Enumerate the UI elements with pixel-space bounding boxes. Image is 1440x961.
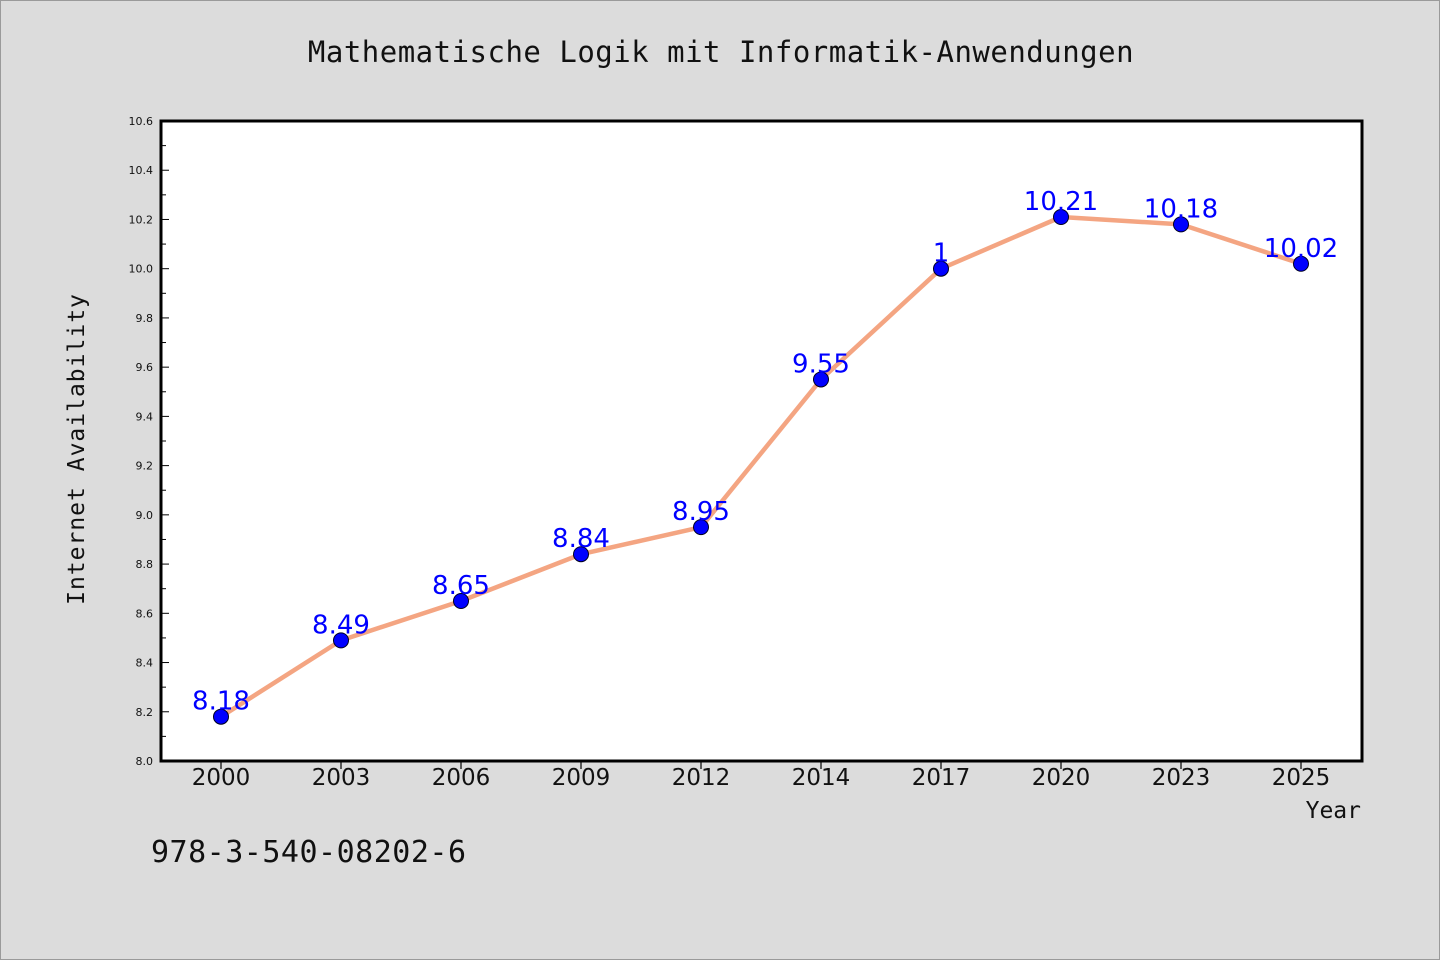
data-point (1053, 209, 1069, 225)
x-tick-label: 2017 (912, 765, 971, 791)
x-tick-label: 2000 (192, 765, 251, 791)
data-label: 9.55 (792, 349, 850, 379)
chart-title: Mathematische Logik mit Informatik-Anwen… (307, 35, 1135, 69)
x-tick-label: 2014 (792, 765, 851, 791)
data-label: 10.21 (1024, 187, 1098, 217)
data-label: 8.65 (432, 571, 490, 601)
data-point (573, 546, 589, 563)
data-label: 8.84 (552, 524, 610, 554)
data-point (933, 260, 949, 277)
x-tick-label: 2012 (672, 765, 731, 791)
series-line-group (218, 214, 1304, 719)
y-tick-label: 9.2 (136, 460, 154, 473)
data-label: 8.18 (192, 687, 250, 717)
data-point (213, 708, 229, 725)
y-tick-label: 8.8 (136, 558, 154, 571)
y-tick-label: 10.6 (129, 115, 154, 128)
y-tick-label: 9.4 (136, 410, 154, 423)
data-point (453, 593, 469, 609)
y-tick-label: 8.0 (136, 755, 154, 768)
x-tick-label: 2006 (432, 765, 491, 791)
y-tick-label: 10.0 (129, 263, 154, 276)
x-axis: 2000 2003 2006 2009 2012 2014 2017 2020 2023 2025 (192, 761, 1331, 791)
x-axis-label: Year (1305, 798, 1361, 824)
x-tick-label: 2003 (312, 765, 371, 791)
data-label-group: 8.18 8.49 8.65 8.84 8.95 9.55 1 10.21 10.18 10.02 (192, 187, 1338, 717)
data-point (333, 632, 349, 649)
data-label: 10.18 (1144, 194, 1218, 224)
data-point (693, 519, 709, 536)
plot-area (161, 121, 1362, 761)
y-tick-label: 8.2 (136, 706, 154, 719)
data-label: 8.49 (312, 610, 370, 640)
x-tick-label: 2020 (1032, 765, 1091, 791)
y-tick-label: 10.2 (129, 213, 154, 226)
series-line (218, 214, 1304, 719)
y-tick-label: 8.4 (136, 657, 154, 670)
y-tick-label: 9.6 (136, 361, 154, 374)
x-tick-label: 2009 (552, 765, 611, 791)
y-tick-label: 8.6 (136, 607, 154, 620)
data-label: 10.02 (1264, 234, 1338, 264)
x-tick-label: 2023 (1152, 765, 1211, 791)
marker-group (213, 209, 1309, 725)
y-tick-label: 9.0 (136, 509, 154, 522)
data-label: 8.95 (672, 497, 730, 527)
data-point (1173, 216, 1189, 233)
y-tick-label: 9.8 (136, 312, 154, 325)
x-tick-label: 2025 (1272, 765, 1331, 791)
data-label: 1 (933, 239, 950, 269)
plot-frame (159, 119, 1364, 763)
data-point (1293, 255, 1309, 272)
isbn-footnote: 978-3-540-08202-6 (151, 835, 467, 870)
data-point (813, 371, 829, 388)
y-tick-label: 10.4 (129, 164, 154, 177)
